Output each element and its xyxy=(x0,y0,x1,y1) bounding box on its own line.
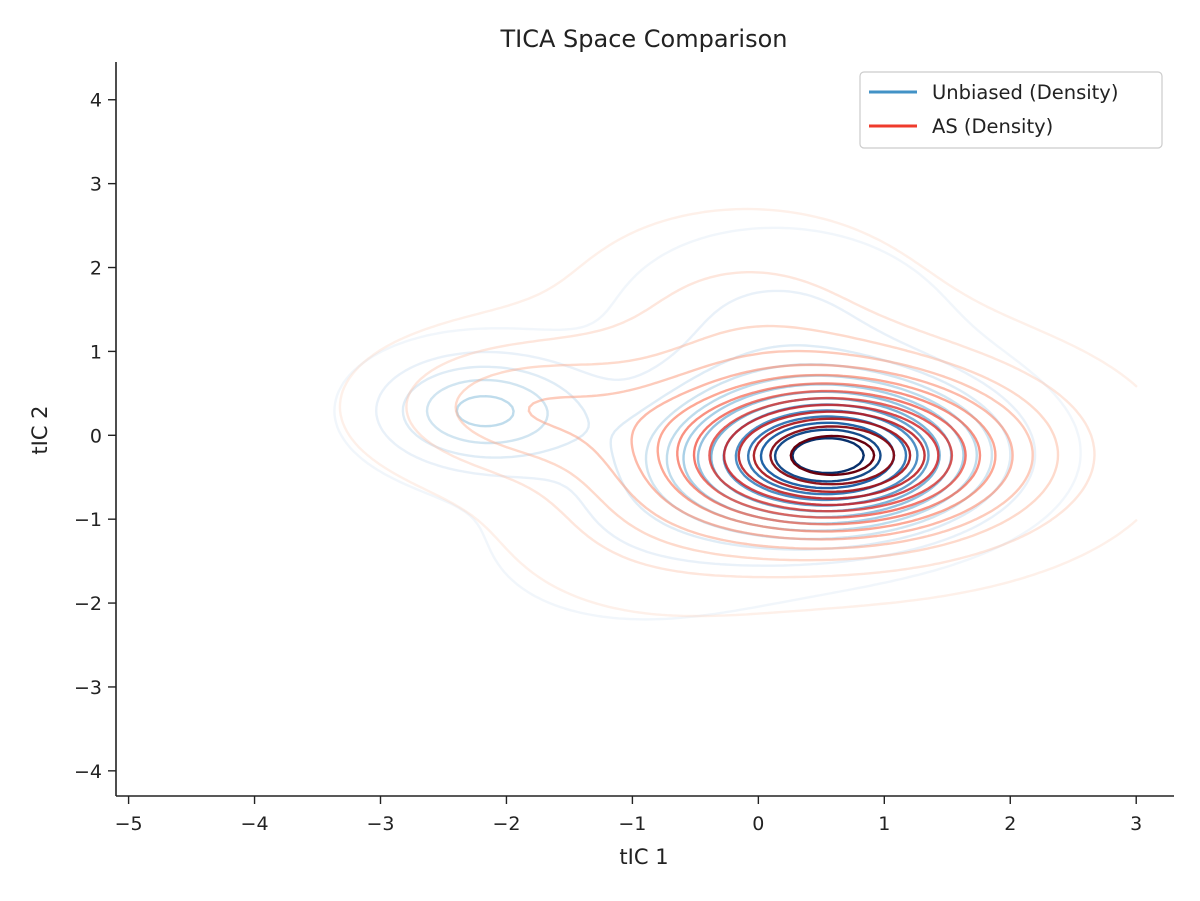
y-tick-label: 4 xyxy=(90,90,102,112)
contour-level-line xyxy=(630,363,1014,541)
x-tick-label: −2 xyxy=(492,813,520,835)
contour-level-line xyxy=(737,410,926,500)
y-tick-label: −3 xyxy=(74,677,102,699)
y-axis-label: tIC 2 xyxy=(28,405,52,454)
contour-level-line xyxy=(333,226,1082,621)
y-tick-label: −1 xyxy=(74,509,102,531)
x-tick-label: −1 xyxy=(618,813,646,835)
contour-level-line xyxy=(401,344,1012,551)
x-tick-label: 0 xyxy=(752,813,764,835)
y-tick-label: −2 xyxy=(74,593,102,615)
contour-level-line xyxy=(338,207,1138,618)
x-axis-label: tIC 1 xyxy=(619,845,668,869)
x-tick-label: 1 xyxy=(878,813,890,835)
y-tick-label: −4 xyxy=(74,761,102,783)
contour-level-line xyxy=(692,389,967,519)
contour-level-line xyxy=(752,417,912,493)
legend-label-unbiased: Unbiased (Density) xyxy=(932,81,1118,104)
axes: −5 −4 −3 −2 −1 0 1 2 3 −4 −3 −2 −1 0 1 2 3 4 xyxy=(74,62,1174,835)
y-tick-label: 3 xyxy=(90,174,102,196)
x-tick-label: −5 xyxy=(115,813,143,835)
legend: Unbiased (Density) AS (Density) xyxy=(859,71,1163,149)
chart-title: TICA Space Comparison xyxy=(499,25,787,53)
contour-level-line xyxy=(375,289,1037,567)
contour-plot-area xyxy=(333,207,1138,621)
contour-level-line xyxy=(527,349,1034,550)
contour-level-line xyxy=(789,434,876,477)
x-tick-label: 3 xyxy=(1130,813,1142,835)
contour-level-line xyxy=(791,437,865,475)
y-tick-label: 1 xyxy=(90,341,102,363)
contour-level-line xyxy=(405,271,1096,579)
contour-level-line xyxy=(769,425,896,486)
legend-label-as: AS (Density) xyxy=(932,115,1053,138)
y-tick-label: 0 xyxy=(90,425,102,447)
contour-level-line xyxy=(773,428,882,483)
contour-series-as xyxy=(338,207,1138,618)
x-tick-label: 2 xyxy=(1004,813,1016,835)
contour-level-line xyxy=(722,403,940,507)
legend-box xyxy=(859,71,1163,149)
x-tick-label: −4 xyxy=(241,813,269,835)
y-tick-label: 2 xyxy=(90,258,102,280)
contour-level-line xyxy=(656,373,997,533)
x-ticks: −5 −4 −3 −2 −1 0 1 2 3 xyxy=(115,796,1142,835)
x-tick-label: −3 xyxy=(366,813,394,835)
y-ticks: −4 −3 −2 −1 0 1 2 3 4 xyxy=(74,90,116,783)
contour-series-unbiased xyxy=(333,226,1082,621)
contour-level-line xyxy=(676,382,982,526)
contour-level-line xyxy=(708,396,954,513)
contour-level-line xyxy=(454,324,1060,562)
